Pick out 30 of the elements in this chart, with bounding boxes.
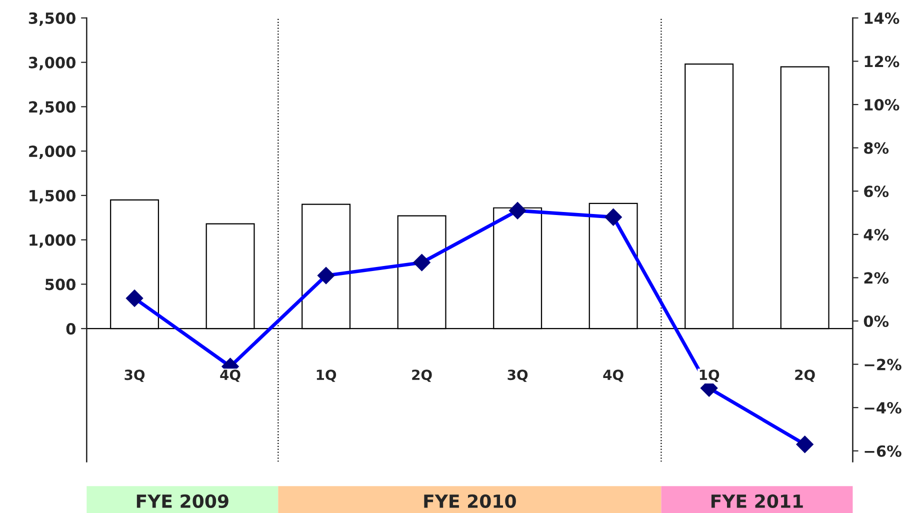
text: FYE 2010 <box>424 494 516 508</box>
x-tick-label: 3Q <box>508 370 528 382</box>
y-tick-label: 1,000 <box>30 234 76 248</box>
x-tick-label: 2Q <box>795 370 815 382</box>
x-tick-label: 3Q <box>124 370 145 382</box>
x-tick-label: 4Q <box>603 370 624 382</box>
x-tick-label: 4Q <box>220 370 240 382</box>
x-tick-label: 2Q <box>412 370 432 382</box>
y2-tick-label: −4% <box>864 402 902 414</box>
y-tick-label: 2,500 <box>29 101 76 115</box>
y2-tick-label: 8% <box>864 142 889 154</box>
y-tick-label: 2,000 <box>29 146 76 160</box>
y-tick-label: 3,000 <box>28 56 76 70</box>
text: FYE 2009 <box>136 494 228 508</box>
y2-tick-label: 12% <box>864 56 900 68</box>
text: FYE 2011 <box>711 494 803 508</box>
y2-tick-label: 6% <box>864 186 889 198</box>
x-tick-label: 1Q <box>700 370 720 382</box>
y-tick-label: 1,500 <box>30 190 76 204</box>
x-tick-label: 1Q <box>316 370 336 382</box>
y2-tick-label: 4% <box>864 228 889 240</box>
y2-tick-label: −6% <box>864 445 902 457</box>
y2-tick-label: 14% <box>864 12 900 24</box>
y2-tick-label: 10% <box>864 99 900 111</box>
y2-tick-label: −2% <box>864 358 902 370</box>
y2-tick-label: 0% <box>864 315 889 328</box>
y2-tick-label: 2% <box>864 272 889 284</box>
y-tick-label: 3,500 <box>28 12 76 26</box>
y-tick-label: 0 <box>66 323 76 335</box>
y-tick-label: 500 <box>46 278 76 290</box>
